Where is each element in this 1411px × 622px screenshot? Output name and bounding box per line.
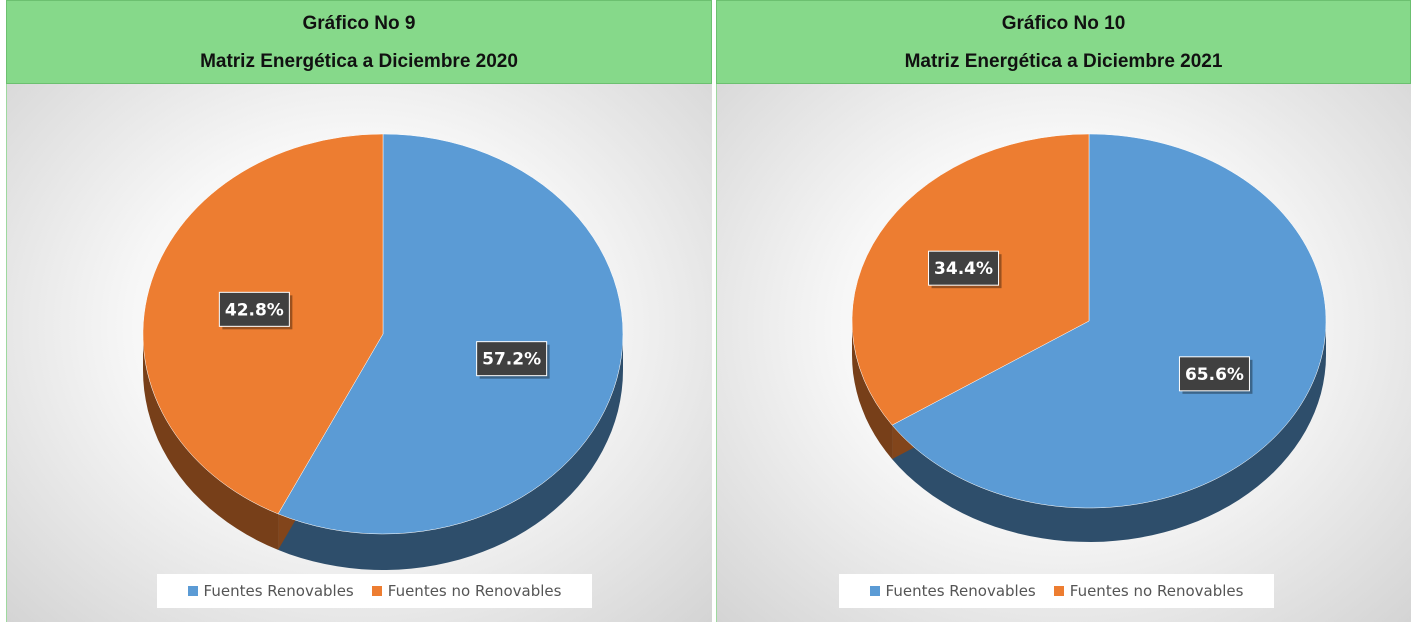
legend-swatch-renewable xyxy=(869,586,880,596)
svg-text:34.4%: 34.4% xyxy=(934,259,993,279)
data-label-nonrenewable: 34.4% xyxy=(928,250,1002,289)
pie-chart-2021: 65.6% 34.4% xyxy=(851,133,1327,542)
data-label-renewable: 57.2% xyxy=(476,341,550,379)
svg-text:57.2%: 57.2% xyxy=(482,350,541,370)
legend-label-renewable: Fuentes Renovables xyxy=(203,582,354,600)
pie-chart-2020: 57.2% 42.8% xyxy=(142,133,624,570)
pie-side-nonrenewable xyxy=(852,321,893,460)
legend-item-nonrenewable: Fuentes no Renovables xyxy=(1053,582,1244,600)
chart-panel-2021: Gráfico No 10 Matriz Energética a Diciem… xyxy=(716,0,1411,622)
chart-subtitle-2021: Matriz Energética a Diciembre 2021 xyxy=(904,51,1223,72)
chart-header-2020: Gráfico No 9 Matriz Energética a Diciemb… xyxy=(6,0,712,84)
legend-swatch-renewable xyxy=(187,586,198,596)
legend-2020: Fuentes Renovables Fuentes no Renovables xyxy=(157,574,592,608)
plot-area-2020: 57.2% 42.8% Fuentes Renovables Fuentes no… xyxy=(6,84,712,622)
legend-swatch-nonrenewable xyxy=(1053,586,1064,596)
pie-slice-renewable xyxy=(277,133,624,535)
chart-header-2021: Gráfico No 10 Matriz Energética a Diciem… xyxy=(716,0,1411,84)
legend-item-nonrenewable: Fuentes no Renovables xyxy=(371,582,562,600)
chart-title-2021: Gráfico No 10 xyxy=(1001,13,1126,34)
legend-label-renewable: Fuentes Renovables xyxy=(885,582,1036,600)
charts-frame: Gráfico No 9 Matriz Energética a Diciemb… xyxy=(6,0,1411,622)
svg-text:42.8%: 42.8% xyxy=(225,300,284,320)
pie-slice-renewable xyxy=(891,133,1327,509)
data-label-renewable: 65.6% xyxy=(1178,356,1253,394)
pie-side-renewable xyxy=(892,321,1326,542)
legend-2021: Fuentes Renovables Fuentes no Renovables xyxy=(839,574,1274,608)
data-label-nonrenewable: 42.8% xyxy=(218,291,293,330)
chart-title-2020: Gráfico No 9 xyxy=(302,13,416,34)
legend-item-renewable: Fuentes Renovables xyxy=(187,582,354,600)
legend-swatch-nonrenewable xyxy=(371,586,382,596)
pie-side-nonrenewable xyxy=(143,334,279,550)
pie-side-renewable xyxy=(278,334,623,570)
legend-label-nonrenewable: Fuentes no Renovables xyxy=(1069,582,1244,600)
svg-text:65.6%: 65.6% xyxy=(1185,365,1244,385)
legend-label-nonrenewable: Fuentes no Renovables xyxy=(387,582,562,600)
plot-area-2021: 65.6% 34.4% Fuentes Renovables Fuentes no… xyxy=(716,84,1411,622)
legend-item-renewable: Fuentes Renovables xyxy=(869,582,1036,600)
chart-panel-2020: Gráfico No 9 Matriz Energética a Diciemb… xyxy=(6,0,712,622)
chart-subtitle-2020: Matriz Energética a Diciembre 2020 xyxy=(200,51,518,72)
